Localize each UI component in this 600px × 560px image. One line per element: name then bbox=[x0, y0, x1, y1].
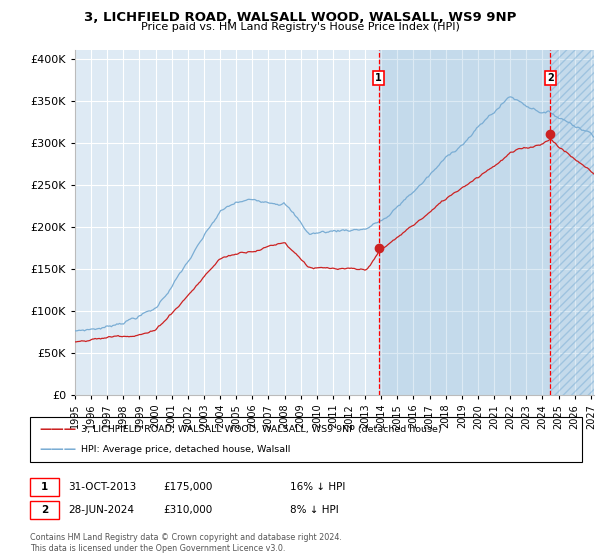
Text: 3, LICHFIELD ROAD, WALSALL WOOD, WALSALL, WS9 9NP (detached house): 3, LICHFIELD ROAD, WALSALL WOOD, WALSALL… bbox=[81, 425, 442, 434]
Text: Price paid vs. HM Land Registry's House Price Index (HPI): Price paid vs. HM Land Registry's House … bbox=[140, 22, 460, 32]
Bar bbox=[550, 50, 594, 395]
Text: HPI: Average price, detached house, Walsall: HPI: Average price, detached house, Wals… bbox=[81, 445, 290, 454]
Text: 2: 2 bbox=[41, 505, 48, 515]
Text: £175,000: £175,000 bbox=[164, 482, 213, 492]
Text: 8% ↓ HPI: 8% ↓ HPI bbox=[290, 505, 338, 515]
Bar bbox=[550, 50, 594, 395]
Text: 1: 1 bbox=[375, 73, 382, 83]
Bar bbox=[379, 50, 550, 395]
Text: ———: ——— bbox=[39, 444, 76, 456]
Text: 31-OCT-2013: 31-OCT-2013 bbox=[68, 482, 136, 492]
Text: 16% ↓ HPI: 16% ↓ HPI bbox=[290, 482, 345, 492]
Text: 2: 2 bbox=[547, 73, 554, 83]
Text: Contains HM Land Registry data © Crown copyright and database right 2024.
This d: Contains HM Land Registry data © Crown c… bbox=[30, 533, 342, 553]
Text: 1: 1 bbox=[41, 482, 48, 492]
Text: ———: ——— bbox=[39, 423, 76, 436]
Text: £310,000: £310,000 bbox=[164, 505, 213, 515]
Text: 28-JUN-2024: 28-JUN-2024 bbox=[68, 505, 134, 515]
Text: 3, LICHFIELD ROAD, WALSALL WOOD, WALSALL, WS9 9NP: 3, LICHFIELD ROAD, WALSALL WOOD, WALSALL… bbox=[84, 11, 516, 24]
